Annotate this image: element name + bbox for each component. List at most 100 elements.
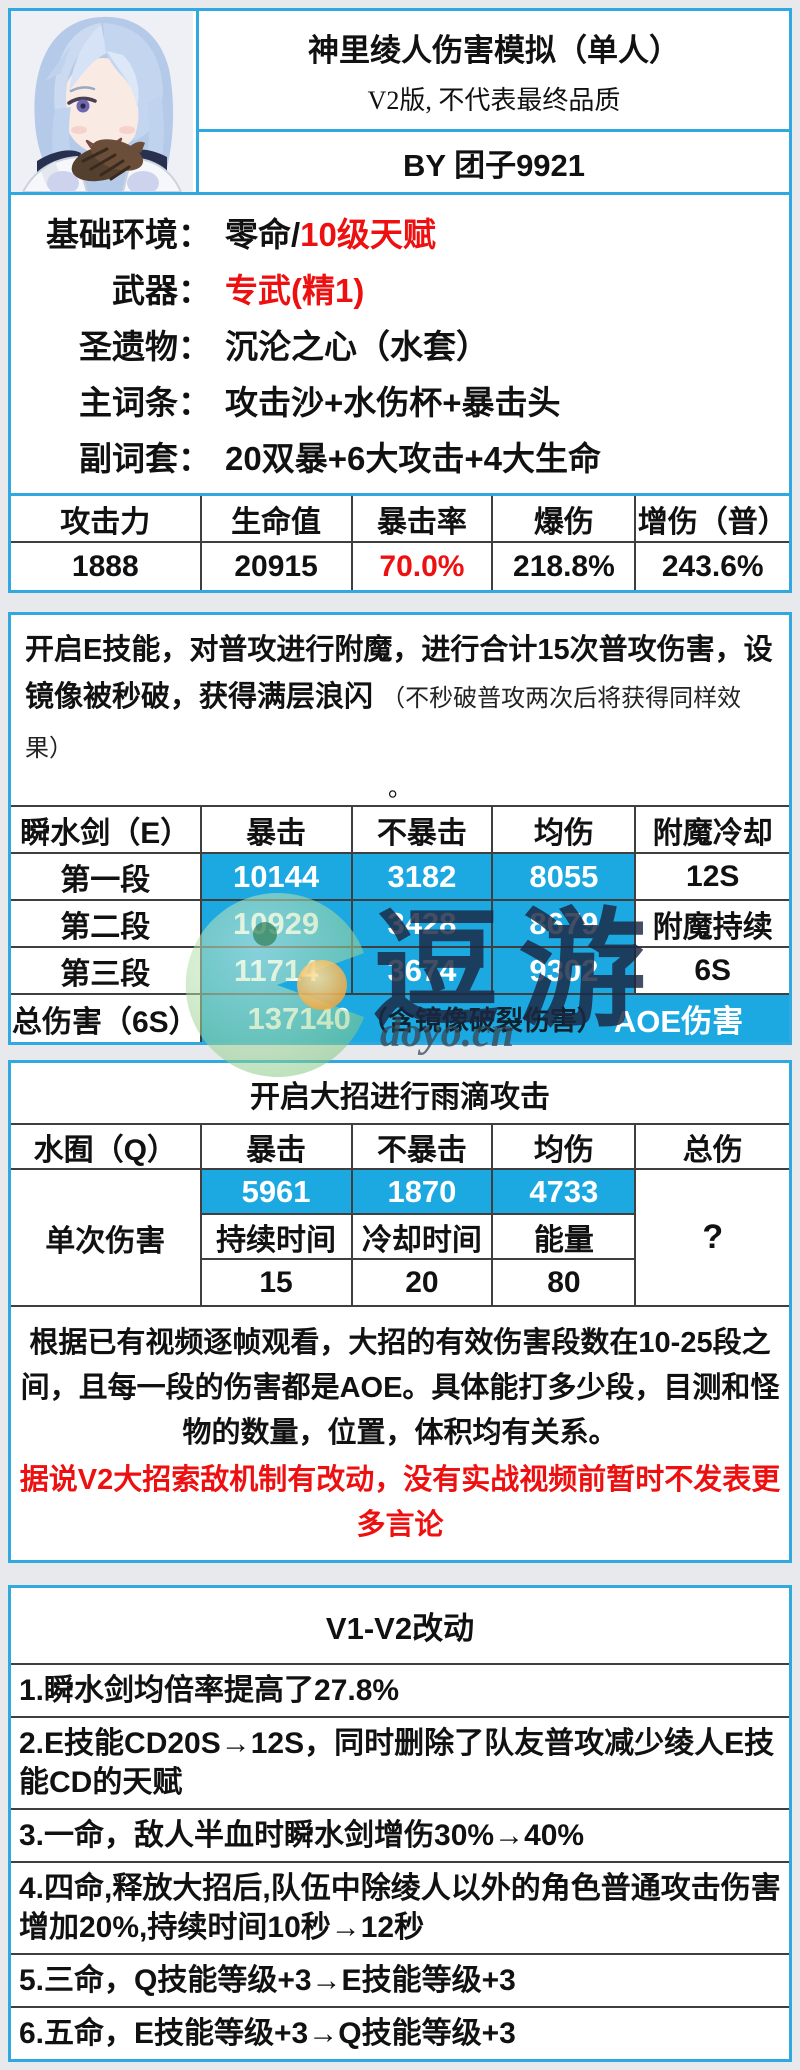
q-skill-table: 水囿（Q） 暴击 不暴击 均伤 总伤 单次伤害 5961 1870 4733 ?… [11, 1123, 789, 1307]
setup-row-weapon: 武器： 专武(精1) [11, 263, 789, 319]
setup-label: 武器： [112, 272, 211, 309]
e-header-avg: 均伤 [493, 807, 637, 854]
setup-value-red: 10级天赋 [300, 216, 436, 253]
stats-value-hp: 20915 [202, 543, 353, 590]
e-total-tag: AOE伤害 [613, 1004, 744, 1039]
e-desc-line2: 镜像被秒破，获得满层浪闪 （不秒破普攻两次后将获得同样效果） [25, 673, 775, 773]
change-item-6: 6.五命，E技能等级+3→Q技能等级+3 [11, 2006, 789, 2059]
q-total-value: ? [702, 1218, 724, 1256]
change-item-1: 1.瞬水剑均倍率提高了27.8% [11, 1663, 789, 1716]
q-header-avg: 均伤 [493, 1125, 637, 1170]
q-val-duration: 15 [202, 1260, 353, 1305]
ayato-portrait-art [11, 11, 193, 195]
e-total-value: 137140 [247, 1000, 351, 1036]
character-portrait [11, 11, 199, 195]
changes-box: V1-V2改动 1.瞬水剑均倍率提高了27.8% 2.E技能CD20S→12S，… [8, 1585, 792, 2062]
title-cell: 神里绫人伤害模拟（单人） V2版, 不代表最终品质 BY 团子9921 [199, 11, 789, 192]
q-analysis-paragraph: 根据已有视频逐帧观看，大招的有效伤害段数在10-25段之间，且每一段的伤害都是A… [20, 1327, 780, 1449]
change-item-3: 3.一命，敌人半血时瞬水剑增伤30%→40% [11, 1808, 789, 1861]
e-header-noncrit: 不暴击 [352, 807, 494, 854]
change-item-4: 4.四命,释放大招后,队伍中除绫人以外的角色普通攻击伤害增加20%,持续时间10… [11, 1861, 789, 1953]
e-header-crit: 暴击 [201, 807, 353, 854]
stats-header-hp: 生命值 [201, 496, 353, 543]
e-desc-period: 。 [388, 775, 412, 802]
q-skill-box: 开启大招进行雨滴攻击 水囿（Q） 暴击 不暴击 均伤 总伤 单次伤害 5961 … [8, 1060, 792, 1563]
e-row2-noncrit: 3428 [352, 901, 494, 948]
q-dmg-avg: 4733 [493, 1170, 637, 1215]
setup-value: 零命/ [225, 216, 301, 253]
setup-label: 圣遗物： [79, 328, 211, 365]
e-row1-avg: 8055 [493, 854, 637, 901]
setup-row-environment: 基础环境： 零命/ 10级天赋 [11, 207, 789, 263]
q-row-label: 单次伤害 [11, 1170, 202, 1305]
e-row3-avg: 9302 [493, 948, 637, 995]
e-row3-cd: 6S [636, 948, 789, 995]
e-row2-cd: 附魔持续 [636, 901, 789, 948]
q-header-noncrit: 不暴击 [352, 1125, 494, 1170]
author-byline: BY 团子9921 [199, 129, 789, 192]
changes-title: V1-V2改动 [325, 1611, 475, 1646]
e-total-label: 总伤害（6S） [11, 995, 202, 1042]
stats-header-critrate: 暴击率 [352, 496, 494, 543]
setup-label: 副词套： [79, 440, 211, 477]
setup-row-artifact: 圣遗物： 沉沦之心（水套） [11, 319, 789, 375]
q-header-skill: 水囿（Q） [11, 1125, 202, 1170]
stats-value-bonus: 243.6% [661, 549, 764, 583]
e-skill-table: 瞬水剑（E） 暴击 不暴击 均伤 附魔冷却 第一段 10144 3182 805… [11, 805, 789, 1042]
q-header-crit: 暴击 [201, 1125, 353, 1170]
stats-value-critdmg: 218.8% [493, 543, 637, 590]
setup-value: 沉沦之心（水套） [225, 328, 489, 365]
q-val-cooldown: 20 [353, 1260, 494, 1305]
setup-value: 20双暴+6大攻击+4大生命 [225, 440, 601, 477]
e-row1-cd: 12S [636, 854, 789, 901]
q-banner: 开启大招进行雨滴攻击 [250, 1081, 550, 1114]
q-dmg-crit: 5961 [201, 1170, 353, 1215]
e-row1-noncrit: 3182 [352, 854, 494, 901]
e-row3-crit: 11714 [201, 948, 353, 995]
e-total-note: （含镜像破裂伤害） [360, 1006, 604, 1036]
e-total-cell: 137140 （含镜像破裂伤害） AOE伤害 [201, 995, 789, 1042]
setup-label: 基础环境： [46, 216, 211, 253]
q-sub-energy: 能量 [493, 1215, 637, 1260]
header-setup-box: 神里绫人伤害模拟（单人） V2版, 不代表最终品质 BY 团子9921 基础环境… [8, 8, 792, 593]
e-row2-crit: 10929 [201, 901, 353, 948]
setup-row-substats: 副词套： 20双暴+6大攻击+4大生命 [11, 431, 789, 487]
change-item-5: 5.三命，Q技能等级+3→E技能等级+3 [11, 1953, 789, 2006]
page-subtitle: V2版, 不代表最终品质 [367, 86, 621, 115]
change-item-2: 2.E技能CD20S→12S，同时删除了队友普攻减少绫人E技能CD的天赋 [11, 1716, 789, 1808]
e-row1-label: 第一段 [11, 854, 202, 901]
e-row2-avg: 8679 [493, 901, 637, 948]
setup-row-mainstats: 主词条： 攻击沙+水伤杯+暴击头 [11, 375, 789, 431]
stats-value-critrate: 70.0% [353, 543, 494, 590]
stats-header-bonus: 增伤（普） [636, 496, 789, 543]
e-row3-label: 第三段 [11, 948, 202, 995]
q-red-note: 据说V2大招索敌机制有改动，没有实战视频前暂时不发表更多言论 [19, 1464, 781, 1541]
e-desc-note: （不秒破普攻两次后将获得同样效果） [25, 686, 742, 762]
e-skill-description: 开启E技能，对普攻进行附魔，进行合计15次普攻伤害，设 镜像被秒破，获得满层浪闪… [11, 615, 789, 805]
header-row: 神里绫人伤害模拟（单人） V2版, 不代表最终品质 BY 团子9921 [11, 11, 789, 195]
q-sub-cooldown: 冷却时间 [352, 1215, 494, 1260]
q-header-total: 总伤 [636, 1125, 789, 1170]
q-dmg-noncrit: 1870 [352, 1170, 494, 1215]
stats-header-atk: 攻击力 [11, 496, 202, 543]
stats-table: 攻击力 生命值 暴击率 爆伤 增伤（普） 1888 20915 70.0% 21… [11, 493, 789, 590]
e-row3-noncrit: 3674 [352, 948, 494, 995]
setup-label: 主词条： [79, 384, 211, 421]
section-gap [8, 1045, 792, 1060]
e-header-skill: 瞬水剑（E） [11, 807, 202, 854]
e-row2-label: 第二段 [11, 901, 202, 948]
e-desc-bold: 镜像被秒破，获得满层浪闪 [25, 681, 374, 713]
page-title: 神里绫人伤害模拟（单人） [308, 33, 680, 68]
section-gap [8, 593, 792, 612]
stats-header-critdmg: 爆伤 [493, 496, 637, 543]
q-val-energy: 80 [493, 1260, 637, 1305]
e-skill-box: 开启E技能，对普攻进行附魔，进行合计15次普攻伤害，设 镜像被秒破，获得满层浪闪… [8, 612, 792, 1045]
setup-value-red: 专武(精1) [225, 272, 365, 309]
section-gap [8, 1563, 792, 1585]
stats-value-atk: 1888 [11, 543, 202, 590]
setup-list: 基础环境： 零命/ 10级天赋 武器： 专武(精1) 圣遗物： 沉沦之心（水套）… [11, 195, 789, 493]
e-header-cd: 附魔冷却 [636, 807, 789, 854]
setup-value: 攻击沙+水伤杯+暴击头 [225, 384, 561, 421]
e-row1-crit: 10144 [201, 854, 353, 901]
